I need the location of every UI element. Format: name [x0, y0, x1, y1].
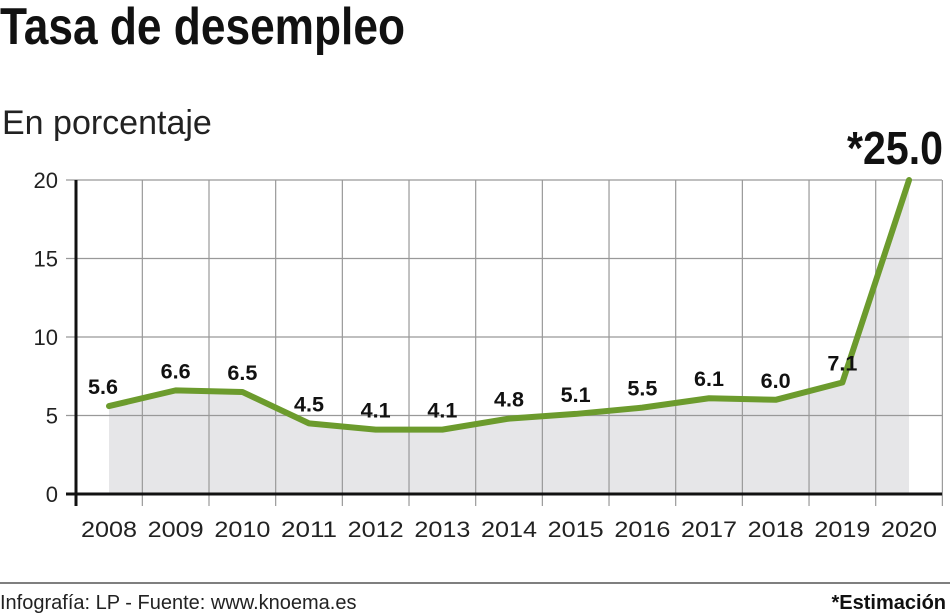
x-tick-label: 2011: [281, 517, 337, 542]
x-tick-label: 2016: [614, 517, 670, 542]
data-label: 5.1: [561, 384, 591, 407]
x-tick-label: 2014: [481, 517, 537, 542]
data-label: 4.5: [294, 393, 324, 416]
x-tick-label: 2019: [814, 517, 870, 542]
chart-subtitle: En porcentaje: [2, 104, 212, 142]
data-label: 6.1: [694, 368, 724, 391]
y-tick-label: 15: [34, 247, 58, 272]
x-tick-label: 2010: [214, 517, 270, 542]
y-tick-label: 20: [34, 168, 58, 193]
data-label: 4.1: [361, 400, 391, 423]
x-tick-label: 2015: [548, 517, 604, 542]
x-tick-label: 2008: [81, 517, 137, 542]
x-tick-label: 2012: [348, 517, 404, 542]
x-tick-label: 2013: [414, 517, 470, 542]
data-label: 5.5: [627, 378, 657, 401]
y-tick-label: 0: [46, 482, 58, 507]
data-label: 6.6: [161, 360, 191, 383]
footer-note: *Estimación: [832, 592, 946, 614]
data-label: 7.1: [827, 353, 857, 376]
data-label: 4.1: [427, 400, 457, 423]
plot-area: 0 5 10 15 20 2008 5.6 2009 6.6 2010 6.5 2011 4.5 2012…: [34, 122, 943, 542]
x-tick-label: 2009: [148, 517, 204, 542]
data-label: 6.0: [761, 370, 791, 393]
y-tick-label: 10: [34, 325, 58, 350]
chart-title: Tasa de desempleo: [0, 0, 405, 56]
series-line: [106, 177, 913, 433]
data-label: 5.6: [88, 376, 118, 399]
footer-source: Infografía: LP - Fuente: www.knoema.es: [0, 592, 356, 614]
data-label: 4.8: [494, 389, 524, 412]
data-label-estimate: *25.0: [847, 122, 943, 174]
x-tick-label: 2018: [748, 517, 804, 542]
x-tick-label: 2020: [881, 517, 937, 542]
data-label: 6.5: [227, 362, 257, 385]
y-tick-label: 5: [46, 404, 58, 429]
x-tick-label: 2017: [681, 517, 737, 542]
